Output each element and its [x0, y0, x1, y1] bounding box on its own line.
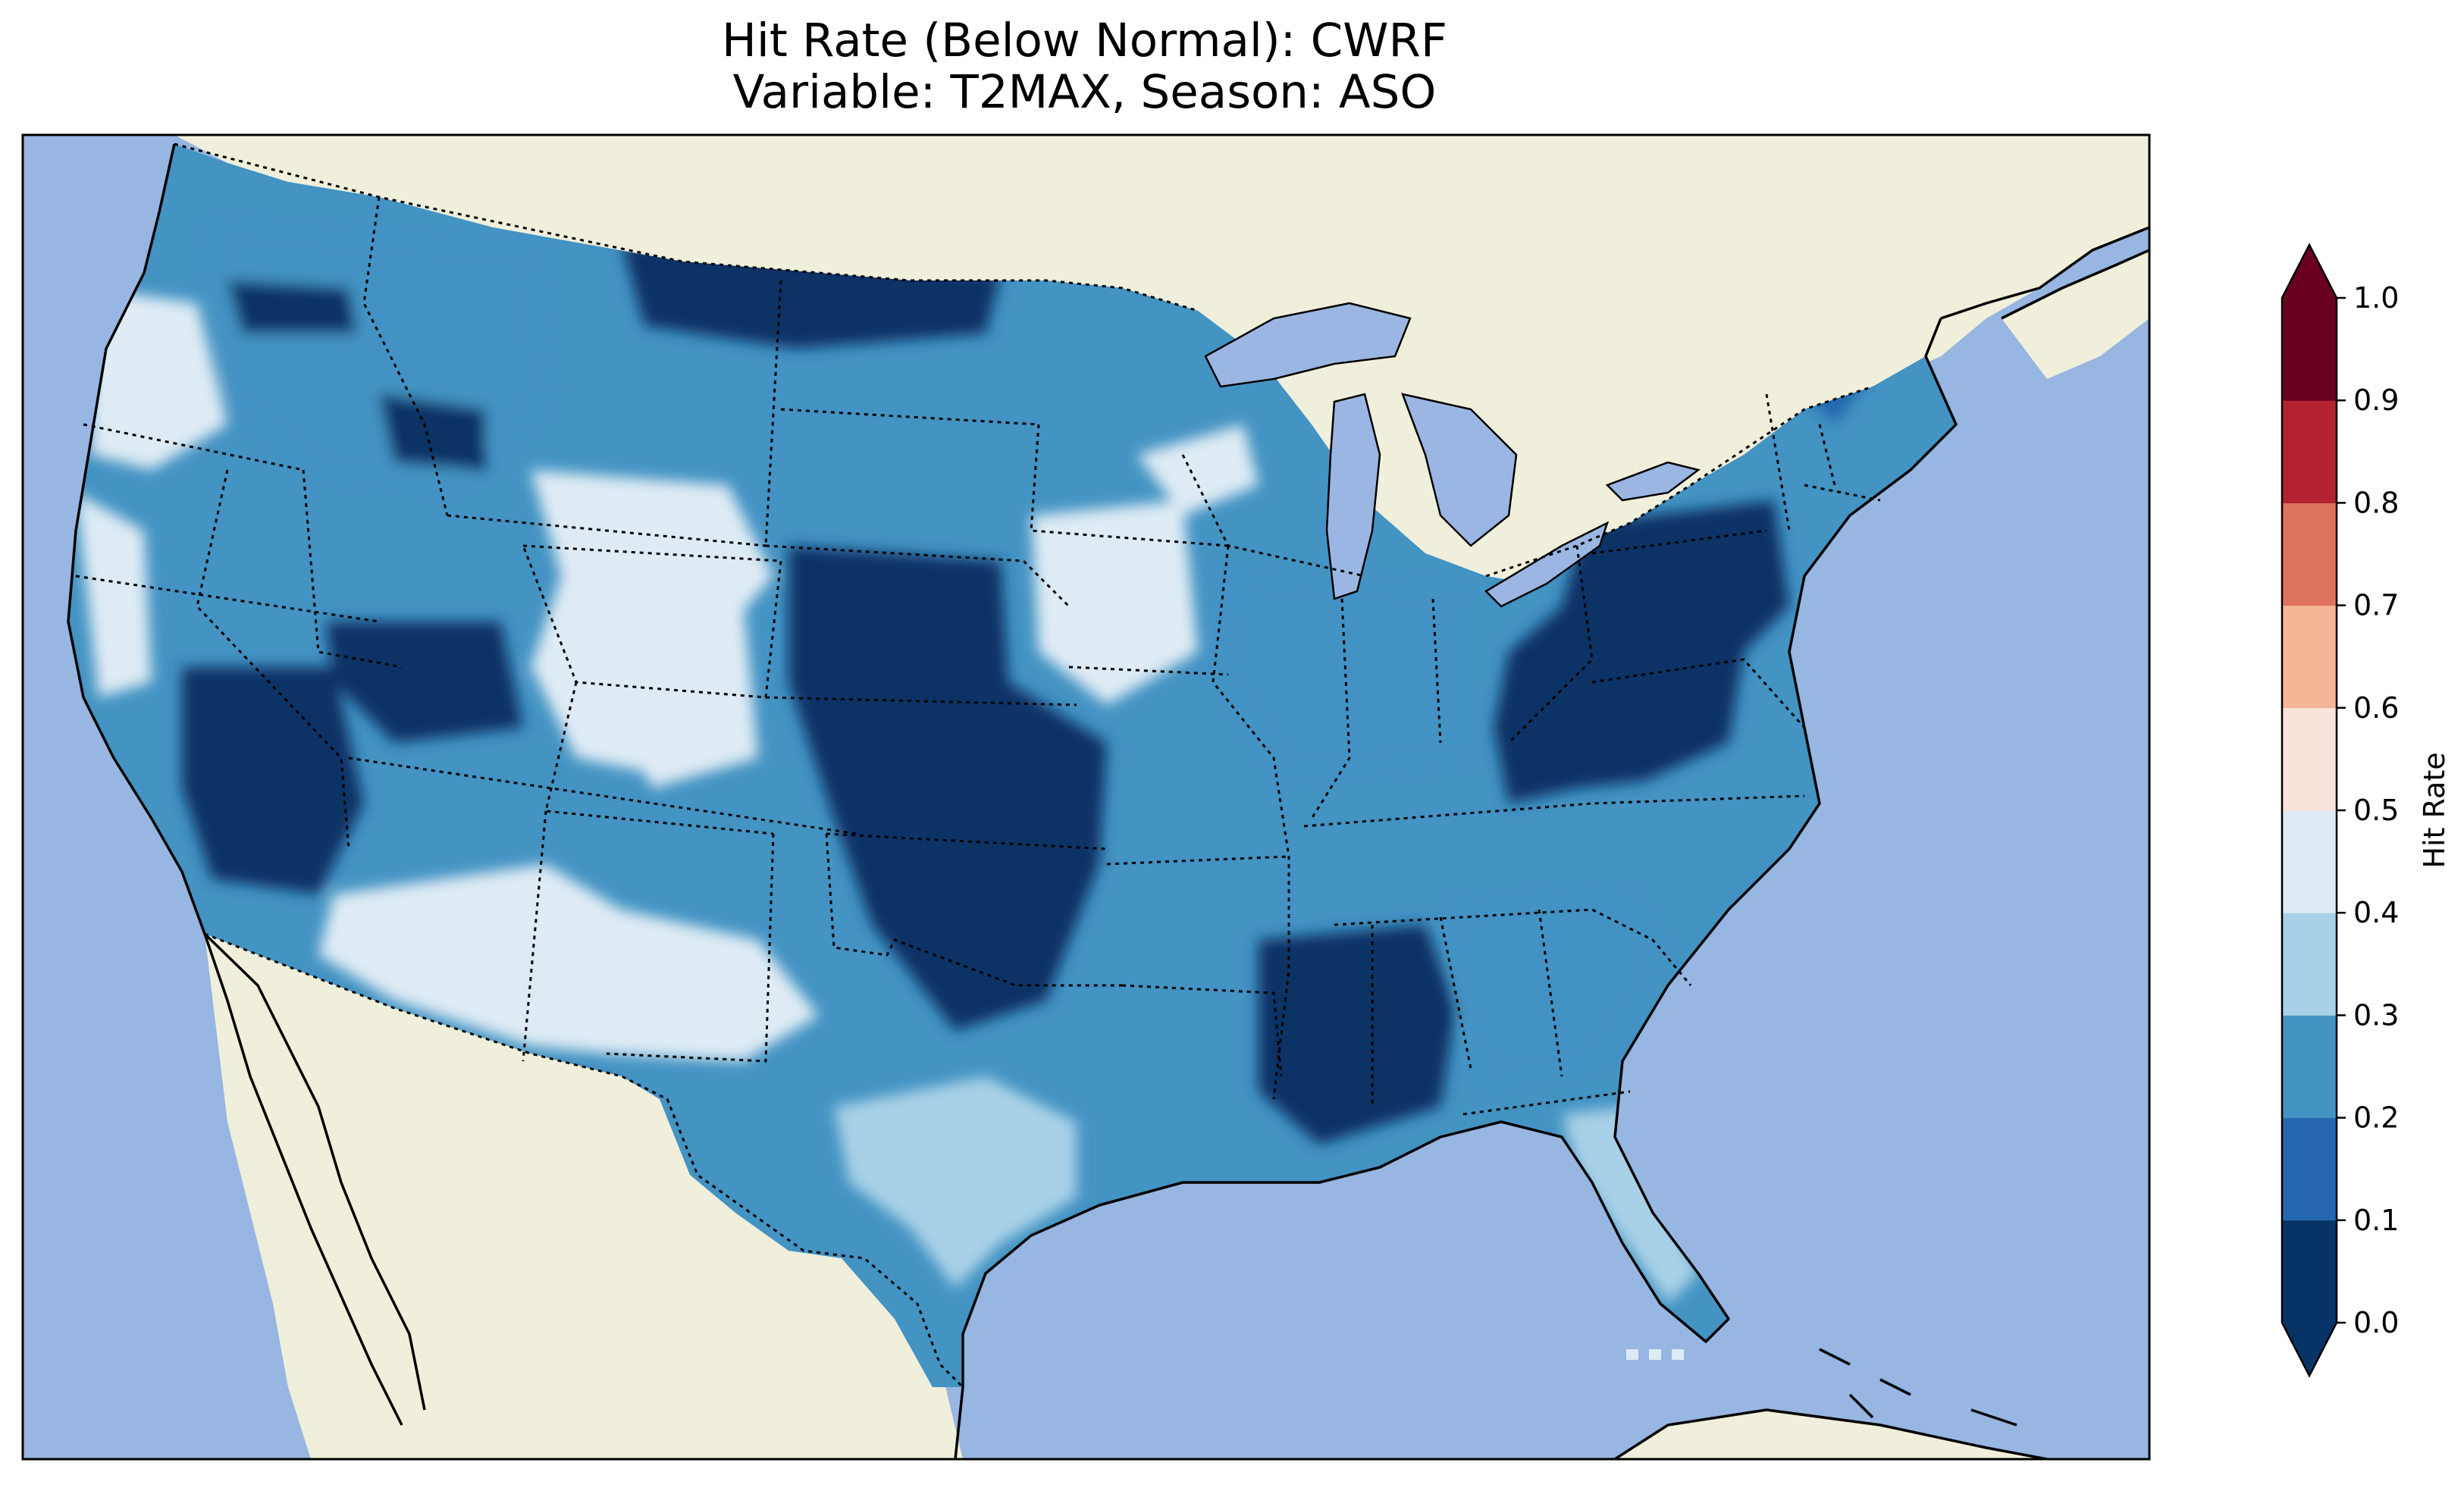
- map-frame: [21, 133, 2151, 1461]
- region-lower-mississippi-valley: [1259, 925, 1456, 1145]
- border-ok-tx: [825, 833, 1122, 987]
- pacific-coast: [67, 143, 403, 1426]
- lake-michigan: [1325, 393, 1381, 600]
- border-ar-la: [1121, 984, 1283, 1077]
- border-sd-ne: [765, 544, 1071, 608]
- great-lakes: [1204, 302, 1701, 608]
- colorbar-tick-label: 0.0: [2353, 1306, 2399, 1339]
- region-ohio-valley: [1213, 576, 1456, 773]
- gulf-coast: [961, 318, 1958, 1387]
- colorbar-tick-label: 0.3: [2353, 998, 2399, 1032]
- colorbar-bin: [2282, 707, 2337, 811]
- baja-east-coast: [203, 932, 426, 1411]
- border-fl-ga: [1462, 1090, 1631, 1116]
- colorbar-bin: [2282, 810, 2337, 913]
- lake-erie: [1484, 521, 1610, 608]
- colorbar-bin: [2282, 1220, 2337, 1323]
- border-in-oh: [1431, 598, 1442, 744]
- nova-scotia-land: [2002, 250, 2149, 379]
- border-il-in: [1310, 598, 1351, 819]
- border-4corners: [348, 756, 857, 835]
- hit-rate-contours: [76, 220, 1941, 1304]
- border-or-ca-nv: [75, 575, 380, 623]
- border-al-ga: [1439, 909, 1563, 1077]
- border-id-mt: [362, 196, 449, 516]
- border-tn-al-ga: [1334, 908, 1692, 986]
- canada-atlantic-coast: [1940, 226, 2149, 320]
- border-mo-ar: [1106, 855, 1290, 866]
- border-ks-ok: [826, 832, 1108, 850]
- baja-peninsula-land: [205, 934, 425, 1425]
- state-borders: [75, 143, 1881, 1389]
- map-title-line2: Variable: T2MAX, Season: ASO: [732, 65, 1437, 119]
- border-miss-river: [1212, 545, 1290, 1100]
- colorbar-bin: [2282, 1015, 2337, 1119]
- caribbean-islands: [1819, 1348, 2017, 1427]
- colorbar-tick-label: 0.2: [2353, 1101, 2399, 1135]
- lake-ontario: [1605, 461, 1701, 502]
- colorbar-extend-min: [2282, 1323, 2337, 1376]
- lake-superior: [1204, 302, 1412, 388]
- border-mn-ia: [1030, 424, 1229, 547]
- border-ne-ks: [765, 696, 1077, 706]
- mexico-gulf-coast: [954, 1386, 964, 1459]
- region-southeast: [1456, 894, 1668, 1084]
- border-ca-nv: [196, 469, 350, 850]
- colorbar-bin: [2282, 298, 2337, 401]
- border-oh-pa: [1507, 545, 1594, 744]
- region-florida: [1562, 1107, 1698, 1304]
- colorbar-bin: [2282, 503, 2337, 606]
- border-mt-dakotas: [447, 280, 782, 547]
- hit-rate-field: [68, 144, 1956, 1387]
- region-northern-plains-montana-north: [227, 243, 1001, 470]
- border-id-east: [302, 469, 403, 669]
- border-ut-co: [544, 681, 774, 835]
- cuba-land: [1615, 1410, 2047, 1459]
- colorbar-label: Hit Rate: [2418, 752, 2451, 868]
- coastlines: [67, 143, 2149, 1459]
- colorbar-tick-label: 1.0: [2353, 281, 2399, 315]
- colorbar-tick-label: 0.7: [2353, 589, 2399, 622]
- colorbar-tick-label: 0.1: [2353, 1204, 2399, 1237]
- colorbar-ticks: 0.0 0.1 0.2 0.3 0.4 0.5 0.6 0.7 0.8 0.9 1.0: [2337, 281, 2399, 1339]
- colorbar-tick-label: 0.9: [2353, 384, 2399, 417]
- border-nd-sd: [780, 408, 1039, 426]
- border-ia-mo: [1068, 666, 1229, 676]
- colorbar: 0.0 0.1 0.2 0.3 0.4 0.5 0.6 0.7 0.8 0.9 1.0 Hit Ra…: [2281, 243, 2451, 1378]
- colorbar-bin: [2282, 605, 2337, 709]
- cuba-coast: [1614, 1408, 2048, 1459]
- border-new-england: [1765, 393, 1881, 531]
- colorbar-bin: [2282, 1117, 2337, 1221]
- colorbar-tick-label: 0.5: [2353, 794, 2399, 827]
- region-southwest-arizona-new-mexico: [318, 591, 819, 1061]
- colorbar-tick-label: 0.8: [2353, 486, 2399, 519]
- region-pacific-northwest-coast: [76, 288, 227, 697]
- border-az-nm: [522, 810, 547, 1062]
- border-wa-or: [83, 423, 304, 471]
- nova-scotia-coast: [2001, 249, 2149, 320]
- colorbar-bins: [2282, 298, 2337, 1323]
- map-panel: [23, 135, 2149, 1459]
- lake-huron: [1401, 393, 1518, 547]
- border-wi-il: [1181, 454, 1365, 578]
- region-mid-atlantic-appalachia: [1494, 500, 1789, 803]
- border-va-nc: [1591, 658, 1806, 728]
- border-nm-tx: [606, 833, 775, 1063]
- colorbar-bin: [2282, 400, 2337, 503]
- map-title-line1: Hit Rate (Below Normal): CWRF: [722, 14, 1447, 67]
- colorbar-extend-max: [2282, 245, 2337, 298]
- colorbar-bin: [2282, 913, 2337, 1016]
- us-mexico-border: [204, 932, 964, 1389]
- florida-keys-cells: [1626, 1349, 1684, 1360]
- region-texas-gulf: [834, 1076, 1077, 1289]
- region-central-plains-kansas-nebraska: [788, 546, 1107, 1031]
- colorbar-tick-label: 0.4: [2353, 896, 2399, 929]
- colorbar-tick-label: 0.6: [2353, 691, 2399, 725]
